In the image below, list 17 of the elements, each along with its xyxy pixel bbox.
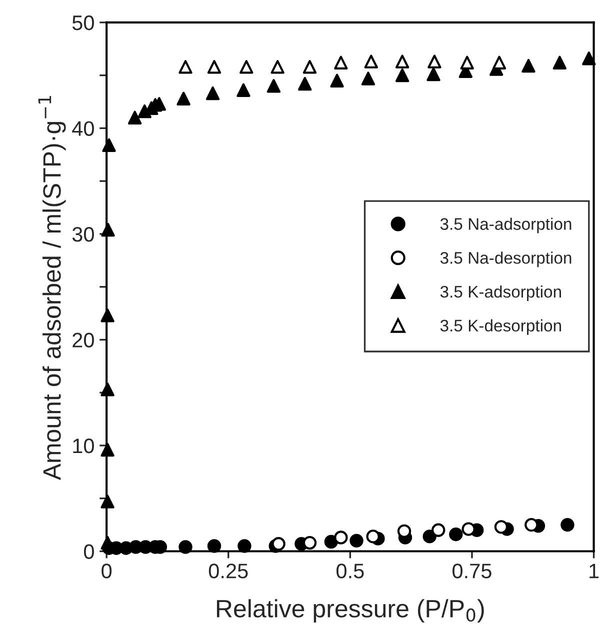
x-tick-label: 0.75 (452, 564, 492, 578)
legend-label: 3.5 K-adsorption (440, 285, 561, 301)
legend-label: 3.5 Na-adsorption (440, 218, 572, 234)
y-tick-label: 0 (84, 544, 94, 560)
y-axis-title: Amount of adsorbed / ml(STP)·g$^{−1}$ (38, 96, 66, 480)
y-tick-label: 10 (73, 438, 94, 454)
y-tick-label: 40 (72, 121, 94, 136)
x-tick-label: 0.25 (208, 564, 248, 578)
x-tick-label: 0 (102, 564, 112, 578)
y-tick-label: 50 (72, 15, 94, 30)
legend-label: 3.5 K-desorption (440, 319, 561, 335)
y-tick-label: 20 (72, 332, 94, 348)
x-tick-label: 0.5 (336, 564, 364, 578)
x-axis-title: Relative pressure (P/P$_{0}$) (216, 599, 484, 622)
legend-label: 3.5 Na-desorption (440, 252, 572, 268)
y-tick-label: 30 (72, 226, 94, 242)
x-tick-label: 1 (590, 564, 599, 578)
